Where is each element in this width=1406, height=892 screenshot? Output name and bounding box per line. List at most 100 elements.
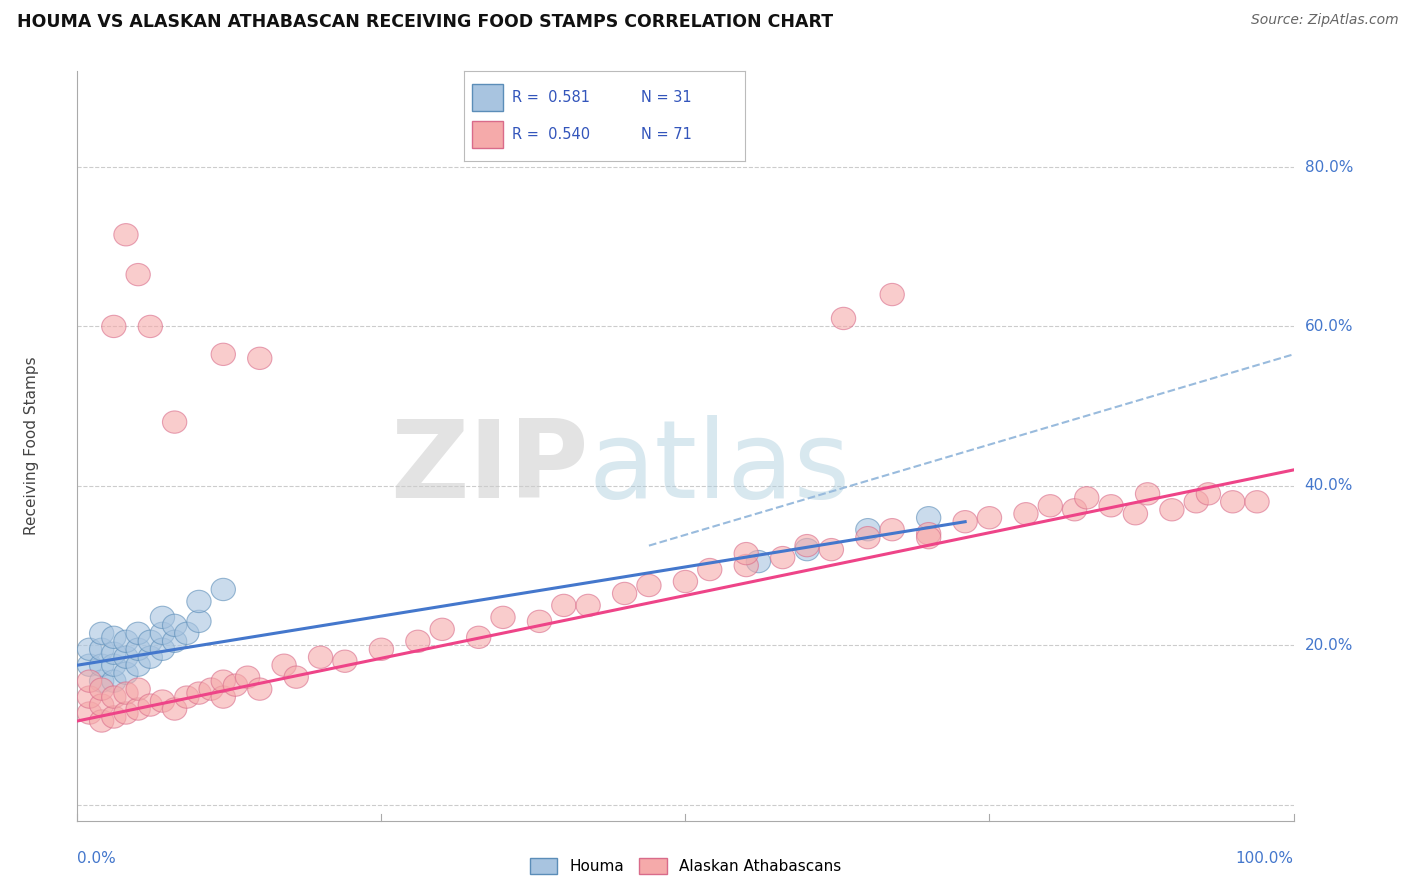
Text: 20.0%: 20.0% xyxy=(1305,638,1353,653)
Ellipse shape xyxy=(1220,491,1244,513)
Ellipse shape xyxy=(770,547,794,569)
Ellipse shape xyxy=(90,678,114,700)
Ellipse shape xyxy=(527,610,551,632)
Ellipse shape xyxy=(101,654,127,676)
Ellipse shape xyxy=(114,224,138,246)
Ellipse shape xyxy=(917,526,941,549)
Ellipse shape xyxy=(101,686,127,708)
Ellipse shape xyxy=(1063,499,1087,521)
Ellipse shape xyxy=(308,646,333,668)
Ellipse shape xyxy=(101,626,127,648)
Ellipse shape xyxy=(211,686,235,708)
Ellipse shape xyxy=(101,670,127,692)
Ellipse shape xyxy=(491,607,515,629)
Ellipse shape xyxy=(90,670,114,692)
Ellipse shape xyxy=(127,654,150,676)
Ellipse shape xyxy=(734,555,758,577)
Ellipse shape xyxy=(953,510,977,533)
Ellipse shape xyxy=(138,315,163,337)
Ellipse shape xyxy=(127,263,150,285)
Ellipse shape xyxy=(77,670,101,692)
Ellipse shape xyxy=(150,638,174,660)
Ellipse shape xyxy=(114,646,138,668)
Ellipse shape xyxy=(370,638,394,660)
Text: 40.0%: 40.0% xyxy=(1305,478,1353,493)
Text: 100.0%: 100.0% xyxy=(1236,851,1294,866)
Ellipse shape xyxy=(163,615,187,637)
Ellipse shape xyxy=(138,630,163,652)
Ellipse shape xyxy=(90,654,114,676)
Ellipse shape xyxy=(235,666,260,689)
Text: 60.0%: 60.0% xyxy=(1305,319,1353,334)
Ellipse shape xyxy=(831,308,856,330)
Ellipse shape xyxy=(1197,483,1220,505)
Ellipse shape xyxy=(163,411,187,434)
Ellipse shape xyxy=(820,539,844,561)
Ellipse shape xyxy=(880,284,904,306)
Ellipse shape xyxy=(77,686,101,708)
Ellipse shape xyxy=(101,642,127,665)
FancyBboxPatch shape xyxy=(472,121,503,148)
Ellipse shape xyxy=(747,550,770,573)
Ellipse shape xyxy=(247,678,271,700)
Ellipse shape xyxy=(211,343,235,366)
Ellipse shape xyxy=(90,622,114,645)
Text: Source: ZipAtlas.com: Source: ZipAtlas.com xyxy=(1251,13,1399,28)
Text: R =  0.581: R = 0.581 xyxy=(512,90,589,104)
Ellipse shape xyxy=(1160,499,1184,521)
Legend: Houma, Alaskan Athabascans: Houma, Alaskan Athabascans xyxy=(523,852,848,880)
Ellipse shape xyxy=(284,666,308,689)
Ellipse shape xyxy=(1074,487,1099,509)
FancyBboxPatch shape xyxy=(472,84,503,111)
Ellipse shape xyxy=(271,654,297,676)
Ellipse shape xyxy=(1136,483,1160,505)
Ellipse shape xyxy=(127,698,150,720)
Ellipse shape xyxy=(430,618,454,640)
Ellipse shape xyxy=(127,678,150,700)
Ellipse shape xyxy=(613,582,637,605)
Text: N = 31: N = 31 xyxy=(641,90,692,104)
Ellipse shape xyxy=(101,706,127,728)
Ellipse shape xyxy=(200,678,224,700)
Text: ZIP: ZIP xyxy=(389,416,588,522)
Ellipse shape xyxy=(1123,502,1147,524)
Text: HOUMA VS ALASKAN ATHABASCAN RECEIVING FOOD STAMPS CORRELATION CHART: HOUMA VS ALASKAN ATHABASCAN RECEIVING FO… xyxy=(17,13,832,31)
Ellipse shape xyxy=(673,570,697,592)
Ellipse shape xyxy=(211,670,235,692)
Ellipse shape xyxy=(77,702,101,724)
Ellipse shape xyxy=(794,534,820,557)
Text: Receiving Food Stamps: Receiving Food Stamps xyxy=(24,357,38,535)
Ellipse shape xyxy=(406,630,430,652)
Ellipse shape xyxy=(187,682,211,705)
Ellipse shape xyxy=(187,610,211,632)
Ellipse shape xyxy=(734,542,758,565)
Ellipse shape xyxy=(917,507,941,529)
Ellipse shape xyxy=(794,539,820,561)
Text: atlas: atlas xyxy=(588,416,851,522)
Ellipse shape xyxy=(138,646,163,668)
Text: 80.0%: 80.0% xyxy=(1305,160,1353,175)
Ellipse shape xyxy=(138,694,163,716)
Ellipse shape xyxy=(856,526,880,549)
Ellipse shape xyxy=(77,654,101,676)
Ellipse shape xyxy=(174,622,200,645)
Ellipse shape xyxy=(163,630,187,652)
Ellipse shape xyxy=(1244,491,1270,513)
Ellipse shape xyxy=(333,650,357,673)
Ellipse shape xyxy=(977,507,1001,529)
Ellipse shape xyxy=(90,710,114,732)
Ellipse shape xyxy=(77,638,101,660)
Ellipse shape xyxy=(880,518,904,541)
Ellipse shape xyxy=(127,622,150,645)
Ellipse shape xyxy=(467,626,491,648)
Ellipse shape xyxy=(856,518,880,541)
Ellipse shape xyxy=(174,686,200,708)
Ellipse shape xyxy=(90,638,114,660)
Ellipse shape xyxy=(637,574,661,597)
Ellipse shape xyxy=(127,638,150,660)
Ellipse shape xyxy=(697,558,721,581)
Ellipse shape xyxy=(90,694,114,716)
Ellipse shape xyxy=(114,702,138,724)
Ellipse shape xyxy=(114,682,138,705)
Ellipse shape xyxy=(1038,495,1063,517)
